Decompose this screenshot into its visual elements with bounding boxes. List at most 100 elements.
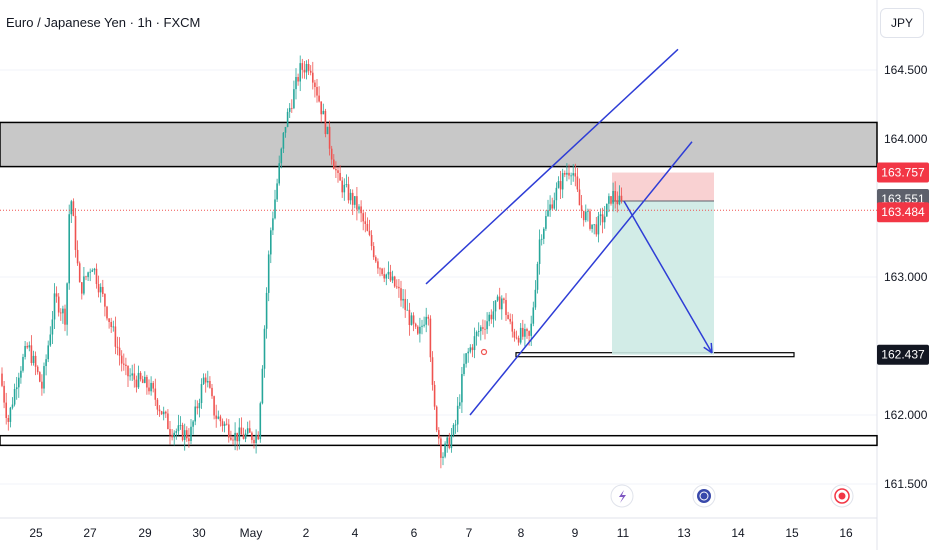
price-tick-label: 161.500 — [884, 477, 928, 491]
candle — [389, 264, 392, 283]
projection-arrow[interactable] — [623, 200, 713, 354]
candle — [475, 330, 478, 346]
candle — [127, 365, 129, 387]
take-profit-zone[interactable] — [612, 200, 714, 355]
candle — [242, 427, 245, 440]
candle-body — [383, 274, 385, 279]
candle-body — [555, 187, 558, 201]
candle-body — [528, 331, 530, 336]
candle — [225, 418, 228, 426]
candle — [456, 397, 459, 433]
candle-body — [278, 163, 280, 184]
candle — [370, 230, 373, 251]
candle-body — [236, 432, 238, 442]
candle — [406, 299, 409, 311]
candle — [446, 436, 448, 453]
candle — [24, 341, 26, 360]
candle — [81, 281, 83, 300]
candle — [368, 219, 371, 237]
candle-body — [511, 321, 514, 332]
candle-body — [169, 429, 171, 435]
currency-button[interactable]: JPY — [880, 8, 924, 38]
candle-body — [106, 306, 108, 319]
candle-body — [47, 345, 49, 360]
candle-body — [257, 435, 259, 440]
candle-body — [513, 331, 516, 338]
candle — [360, 200, 362, 223]
candle-body — [559, 181, 562, 190]
lightning-icon[interactable] — [610, 484, 634, 508]
channel-lower[interactable] — [469, 141, 693, 416]
candle — [9, 406, 12, 428]
candle-body — [490, 314, 493, 320]
candle — [467, 347, 469, 363]
candle-body — [246, 428, 249, 434]
candle-body — [93, 268, 96, 271]
candle — [93, 267, 96, 275]
candle — [540, 234, 543, 246]
candle-body — [223, 423, 226, 426]
candle — [385, 273, 388, 286]
candle-body — [486, 321, 488, 330]
candle — [120, 350, 123, 372]
candle-body — [591, 224, 593, 229]
candle — [498, 287, 501, 310]
candle — [398, 279, 400, 298]
candle — [549, 195, 551, 217]
globe-icon[interactable] — [692, 484, 716, 508]
candle — [488, 311, 490, 327]
candle-body — [99, 286, 102, 293]
candle — [152, 380, 154, 393]
candle — [291, 99, 293, 113]
candle-body — [127, 365, 129, 377]
candle-body — [614, 190, 616, 201]
candle-body — [515, 337, 518, 339]
candle — [209, 376, 211, 389]
candle-body — [454, 424, 457, 426]
candle — [28, 341, 31, 352]
candle-body — [601, 214, 604, 223]
candle — [257, 431, 259, 441]
candle — [391, 270, 394, 284]
candle-body — [389, 271, 392, 281]
candle — [366, 217, 369, 232]
candle — [601, 207, 604, 234]
candle — [509, 313, 511, 325]
time-tick-label: 6 — [411, 526, 418, 540]
candle — [123, 353, 125, 371]
candle — [230, 430, 232, 441]
candle-body — [368, 230, 371, 235]
candle — [459, 394, 461, 409]
candle-body — [64, 308, 66, 325]
candle — [270, 227, 272, 264]
candle-body — [297, 77, 299, 82]
candle — [234, 422, 236, 451]
candle — [402, 288, 404, 309]
candle-body — [450, 435, 453, 449]
candle — [200, 378, 203, 409]
candle-body — [282, 132, 285, 149]
candle-body — [362, 213, 364, 222]
candle-body — [408, 309, 411, 326]
candle-body — [53, 293, 56, 320]
candle-body — [110, 321, 112, 327]
candle-body — [358, 206, 360, 210]
record-icon[interactable] — [830, 484, 854, 508]
candle-body — [68, 214, 70, 284]
candle — [440, 435, 442, 469]
candle — [486, 312, 488, 334]
candle — [255, 429, 257, 454]
price-tick-label: 164.500 — [884, 63, 928, 77]
candle-body — [194, 406, 196, 422]
candle — [526, 327, 528, 339]
candle-body — [540, 238, 543, 240]
candle-body — [452, 425, 455, 436]
candle — [165, 410, 167, 418]
candle — [599, 208, 602, 226]
channel-upper[interactable] — [425, 48, 679, 285]
candle — [496, 294, 499, 302]
resistance-zone[interactable] — [0, 121, 878, 168]
candle-body — [463, 363, 465, 375]
candle — [198, 398, 201, 418]
